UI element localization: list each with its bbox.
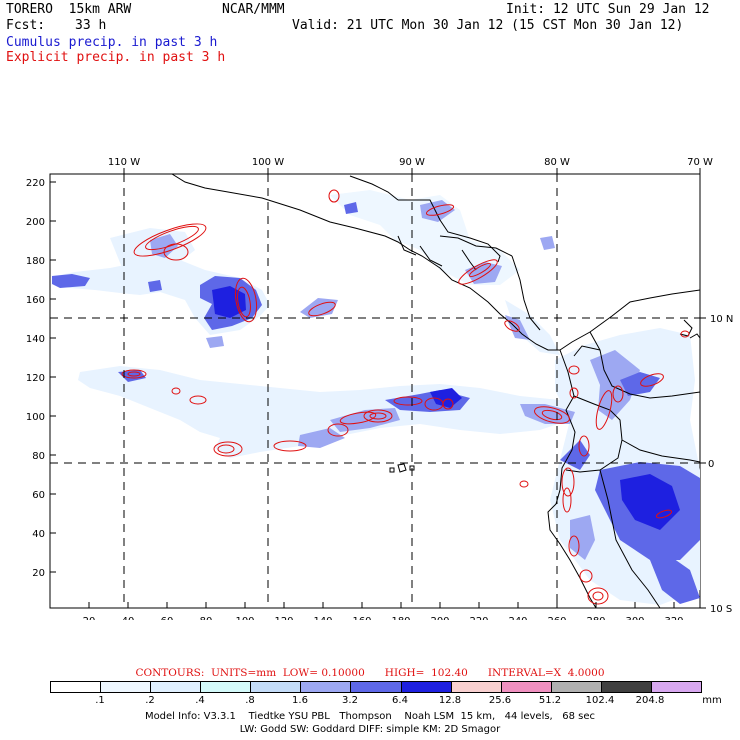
colorbar-label: 1.6 bbox=[292, 695, 308, 706]
colorbar-segment bbox=[301, 682, 352, 692]
x-tick-label: 60 bbox=[161, 616, 174, 620]
x-tick-label: 120 bbox=[274, 616, 293, 620]
colorbar-label: 25.6 bbox=[488, 695, 512, 706]
colorbar-segment bbox=[201, 682, 252, 692]
colorbar-label: 3.2 bbox=[342, 695, 358, 706]
lat-label: 10 N bbox=[710, 314, 733, 325]
forecast-hours: 33 h bbox=[75, 18, 107, 33]
coastlines bbox=[171, 173, 701, 609]
lon-label: 100 W bbox=[252, 157, 284, 168]
y-tick-label: 20 bbox=[32, 568, 45, 579]
x-tick-label: 160 bbox=[352, 616, 371, 620]
x-tick-label: 140 bbox=[313, 616, 332, 620]
x-tick-label: 20 bbox=[83, 616, 96, 620]
y-tick-label: 220 bbox=[26, 178, 45, 189]
lon-label: 80 W bbox=[544, 157, 570, 168]
colorbar-segment bbox=[351, 682, 402, 692]
lon-label: 110 W bbox=[108, 157, 140, 168]
colorbar-segment bbox=[451, 682, 502, 692]
x-tick-label: 80 bbox=[200, 616, 213, 620]
physics-info: LW: Godd SW: Goddard DIFF: simple KM: 2D… bbox=[239, 724, 501, 735]
x-tick-label: 40 bbox=[122, 616, 135, 620]
x-tick-label: 220 bbox=[469, 616, 488, 620]
colorbar-segment bbox=[101, 682, 152, 692]
lat-lon-grid bbox=[50, 174, 700, 608]
colorbar-segment bbox=[601, 682, 652, 692]
colorbar-label: .1 bbox=[95, 695, 105, 706]
colorbar-label: 204.8 bbox=[635, 695, 665, 706]
y-tick-label: 160 bbox=[26, 295, 45, 306]
y-axis-ticks bbox=[50, 181, 56, 573]
colorbar-label: 102.4 bbox=[585, 695, 615, 706]
y-tick-label: 60 bbox=[32, 490, 45, 501]
colorbar-segment bbox=[401, 682, 452, 692]
lon-top-ticks bbox=[123, 168, 701, 174]
x-tick-label: 300 bbox=[625, 616, 644, 620]
init-time: Init: 12 UTC Sun 29 Jan 12 bbox=[506, 2, 710, 17]
x-tick-label: 280 bbox=[586, 616, 605, 620]
x-tick-label: 240 bbox=[508, 616, 527, 620]
colorbar-label: 6.4 bbox=[392, 695, 408, 706]
precipitation-map: 110 W 100 W 90 W 80 W 70 W 10 N 0 10 S 2… bbox=[26, 157, 733, 620]
colorbar-label: 51.2 bbox=[538, 695, 562, 706]
y-tick-label: 40 bbox=[32, 529, 45, 540]
valid-time: Valid: 21 UTC Mon 30 Jan 12 (15 CST Mon … bbox=[292, 18, 684, 33]
x-tick-label: 100 bbox=[235, 616, 254, 620]
colorbar-segment bbox=[651, 682, 702, 692]
x-axis-ticks bbox=[88, 602, 675, 608]
lat-label: 10 S bbox=[710, 604, 732, 615]
colorbar-segment bbox=[501, 682, 552, 692]
x-tick-label: 180 bbox=[391, 616, 410, 620]
lat-label: 0 bbox=[708, 459, 714, 470]
y-tick-label: 100 bbox=[26, 412, 45, 423]
x-tick-label: 260 bbox=[547, 616, 566, 620]
lat-right-ticks bbox=[700, 317, 706, 609]
y-tick-label: 140 bbox=[26, 334, 45, 345]
model-info: Model Info: V3.3.1 Tiedtke YSU PBL Thomp… bbox=[144, 711, 596, 722]
colorbar-segment bbox=[551, 682, 602, 692]
y-tick-label: 180 bbox=[26, 256, 45, 267]
colorbar-label: .4 bbox=[195, 695, 205, 706]
x-tick-label: 320 bbox=[664, 616, 683, 620]
org-label: NCAR/MMM bbox=[222, 2, 285, 17]
colorbar-label: .8 bbox=[245, 695, 255, 706]
explicit-legend: Explicit precip. in past 3 h bbox=[6, 50, 226, 65]
colorbar-segment bbox=[251, 682, 302, 692]
lon-label: 70 W bbox=[687, 157, 713, 168]
x-tick-label: 200 bbox=[430, 616, 449, 620]
explicit-precip-contours bbox=[121, 189, 690, 605]
forecast-label: Fcst: bbox=[6, 18, 46, 33]
precip-colorbar bbox=[50, 681, 702, 693]
lon-label: 90 W bbox=[399, 157, 425, 168]
colorbar-labels: .1 .2 .4 .8 1.6 3.2 6.4 12.8 25.6 51.2 1… bbox=[0, 695, 740, 707]
colorbar-segment bbox=[151, 682, 202, 692]
model-title: TORERO 15km ARW bbox=[6, 2, 132, 17]
cumulus-legend: Cumulus precip. in past 3 h bbox=[6, 35, 218, 50]
y-tick-label: 80 bbox=[32, 451, 45, 462]
colorbar-label: 12.8 bbox=[438, 695, 462, 706]
colorbar-units: mm bbox=[702, 695, 722, 706]
y-tick-label: 200 bbox=[26, 217, 45, 228]
y-tick-label: 120 bbox=[26, 373, 45, 384]
contour-info: CONTOURS: UNITS=mm LOW= 0.10000 HIGH= 10… bbox=[135, 667, 605, 679]
colorbar-segment bbox=[51, 682, 102, 692]
colorbar-label: .2 bbox=[145, 695, 155, 706]
